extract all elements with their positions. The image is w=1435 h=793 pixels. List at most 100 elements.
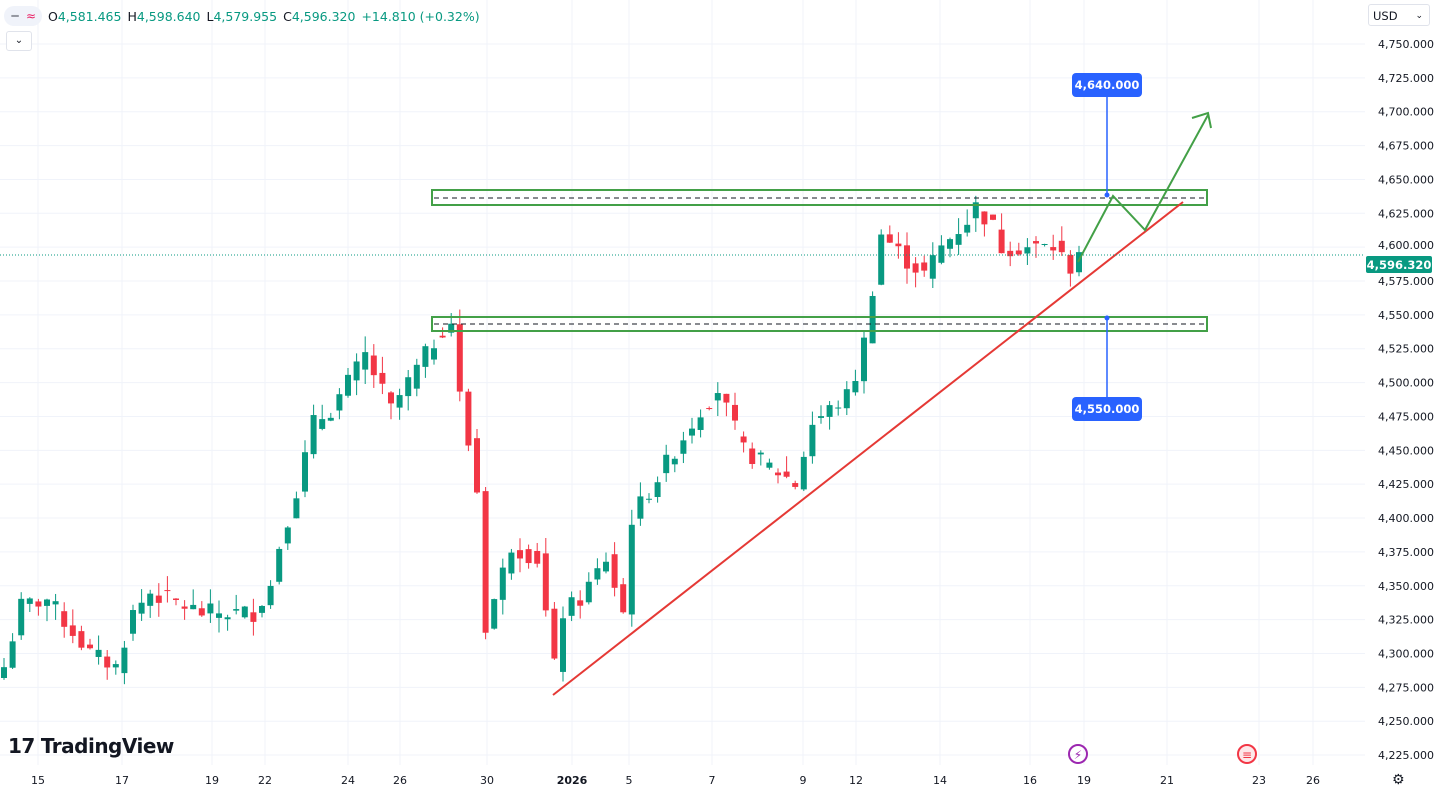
time-tick: 12 (849, 774, 863, 787)
candle-up (654, 482, 661, 498)
candle-up (809, 424, 816, 457)
line-icon: ━ (11, 9, 19, 23)
price-tick: 4,675.000 (1378, 140, 1434, 153)
candle-down (912, 263, 919, 273)
candle-down (250, 612, 257, 622)
price-tick: 4,475.000 (1378, 410, 1434, 423)
candle-down (69, 625, 76, 636)
candle-up (431, 348, 437, 360)
candle-down (998, 229, 1005, 254)
support-zone (431, 316, 1208, 332)
candle-up (327, 417, 334, 421)
candle-down (740, 436, 747, 443)
time-tick: 22 (258, 774, 272, 787)
trendline (552, 201, 1184, 696)
candle-down (87, 644, 93, 649)
candle-down (990, 214, 996, 220)
candle-up (216, 613, 222, 618)
candle-up (861, 337, 867, 382)
candle-down (981, 211, 988, 225)
candle-down (388, 392, 394, 404)
candle-up (310, 415, 317, 455)
candle-down (706, 408, 713, 410)
candle-down (886, 234, 893, 243)
chevron-down-icon: ⌄ (14, 35, 24, 46)
time-tick: 9 (800, 774, 807, 787)
legend-toggle[interactable]: ━ ≈ (4, 6, 42, 26)
time-tick: 5 (626, 774, 633, 787)
candle-up (671, 458, 678, 465)
candle-down (517, 550, 523, 559)
candle-down (1067, 254, 1074, 274)
resistance-zone (431, 189, 1208, 206)
change-value: +14.810 (+0.32%) (361, 8, 480, 24)
candle-up (869, 295, 876, 344)
support-anchor (1104, 315, 1110, 321)
candle-down (456, 324, 463, 392)
price-tick: 4,250.000 (1378, 715, 1434, 728)
settings-gear-icon[interactable]: ⚙ (1392, 772, 1405, 788)
candle-down (482, 491, 489, 633)
price-tick: 4,300.000 (1378, 647, 1434, 660)
collapse-legend-button[interactable]: ⌄ (6, 31, 32, 51)
candle-up (663, 454, 670, 474)
candle-up (241, 606, 248, 618)
candle-down (551, 608, 558, 659)
open-value: 4,581.465 (57, 8, 122, 24)
candle-up (637, 496, 644, 519)
candle-down (921, 262, 928, 271)
price-tick: 4,375.000 (1378, 546, 1434, 559)
candle-up (284, 527, 291, 544)
candle-up (852, 381, 859, 393)
price-tick: 4,400.000 (1378, 512, 1434, 525)
price-tick: 4,325.000 (1378, 614, 1434, 627)
us-flag-event-icon[interactable]: ≡ (1237, 744, 1257, 764)
time-tick: 19 (1077, 774, 1091, 787)
candle-up (766, 462, 773, 468)
candle-up (835, 407, 842, 409)
candle-up (972, 202, 979, 219)
tradingview-logo[interactable]: 𝟭𝟳 TradingView (8, 734, 174, 758)
candle-up (190, 604, 197, 610)
candle-up (147, 593, 154, 606)
candle-up (560, 618, 566, 672)
time-tick: 19 (205, 774, 219, 787)
candle-down (611, 554, 618, 588)
candle-up (508, 552, 515, 574)
candle-up (259, 605, 265, 613)
close-value: 4,596.320 (291, 8, 356, 24)
candle-up (697, 417, 704, 430)
candle-up (276, 548, 283, 582)
candle-up (293, 498, 300, 519)
time-tick: 14 (933, 774, 947, 787)
tv-logo-icon: 𝟭𝟳 (8, 734, 35, 758)
currency-select[interactable]: USD ⌄ (1368, 4, 1430, 26)
event-lightning-icon[interactable]: ⚡ (1068, 744, 1088, 764)
candle-down (181, 606, 188, 609)
candle-up (714, 393, 721, 401)
candle-up (929, 255, 936, 279)
candle-up (224, 617, 231, 620)
candle-down (783, 471, 790, 477)
open-label: O (48, 8, 58, 24)
time-tick: 23 (1252, 774, 1266, 787)
price-tick: 4,525.000 (1378, 343, 1434, 356)
candle-up (1041, 244, 1048, 246)
candle-down (534, 550, 541, 564)
price-tick: 4,700.000 (1378, 106, 1434, 119)
current-price-tag (1366, 256, 1432, 273)
price-tick: 4,650.000 (1378, 173, 1434, 186)
candle-up (843, 389, 850, 409)
time-tick: 26 (393, 774, 407, 787)
candle-up (800, 456, 807, 490)
candle-down (465, 391, 472, 446)
candle-down (155, 595, 162, 603)
candle-up (603, 561, 609, 572)
candle-up (818, 416, 824, 418)
time-tick: 17 (115, 774, 129, 787)
candle-up (233, 609, 240, 611)
candle-up (491, 599, 498, 629)
target-anchor (1104, 192, 1110, 198)
support-label: 4,550.000 (1075, 402, 1140, 416)
